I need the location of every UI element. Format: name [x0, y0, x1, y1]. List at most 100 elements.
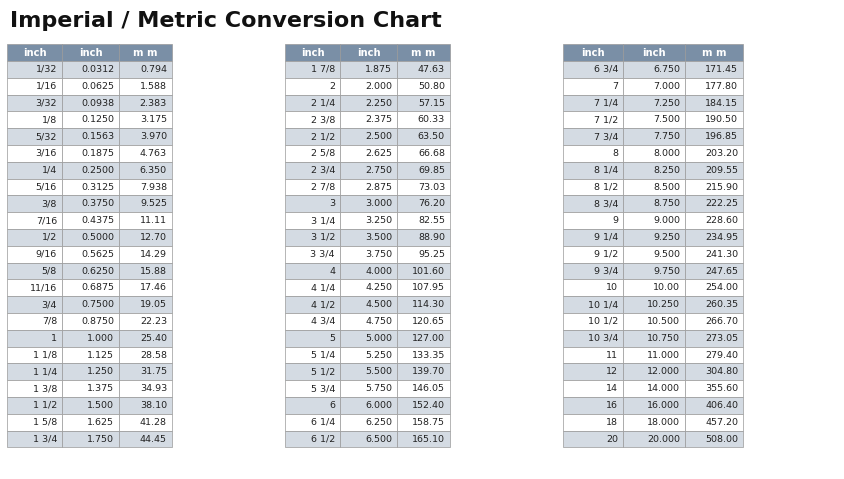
Bar — [340, 112, 397, 128]
Bar — [62, 212, 119, 229]
Bar — [685, 397, 743, 414]
Text: 3/4: 3/4 — [41, 300, 57, 309]
Bar — [340, 162, 397, 179]
Bar — [285, 431, 340, 447]
Text: 9/16: 9/16 — [35, 250, 57, 259]
Bar — [623, 364, 685, 380]
Bar — [62, 364, 119, 380]
Text: 0.2500: 0.2500 — [81, 166, 114, 175]
Bar — [62, 262, 119, 279]
Text: 196.85: 196.85 — [705, 132, 738, 141]
Bar — [7, 112, 62, 128]
Bar — [685, 279, 743, 296]
Bar — [623, 179, 685, 195]
Bar — [340, 44, 397, 61]
Text: 14.000: 14.000 — [647, 384, 680, 393]
Text: 4.000: 4.000 — [365, 266, 392, 275]
Text: 1.125: 1.125 — [87, 351, 114, 360]
Bar — [7, 313, 62, 330]
Text: 12.70: 12.70 — [140, 233, 167, 242]
Text: 5/32: 5/32 — [35, 132, 57, 141]
Bar — [119, 229, 172, 246]
Text: m m: m m — [133, 47, 158, 57]
Bar — [119, 246, 172, 262]
Text: 2 3/8: 2 3/8 — [311, 115, 335, 124]
Bar — [285, 179, 340, 195]
Bar — [340, 313, 397, 330]
Bar — [623, 94, 685, 112]
Text: inch: inch — [23, 47, 46, 57]
Bar — [119, 112, 172, 128]
Bar — [119, 347, 172, 364]
Bar — [685, 330, 743, 347]
Bar — [685, 94, 743, 112]
Text: 11.11: 11.11 — [140, 216, 167, 225]
Text: m m: m m — [701, 47, 726, 57]
Bar — [62, 347, 119, 364]
Text: 60.33: 60.33 — [418, 115, 445, 124]
Bar — [623, 162, 685, 179]
Bar — [340, 179, 397, 195]
Text: 1 5/8: 1 5/8 — [33, 418, 57, 427]
Text: inch: inch — [300, 47, 324, 57]
Text: 10 1/2: 10 1/2 — [587, 317, 618, 326]
Text: 6.000: 6.000 — [365, 401, 392, 410]
Text: 73.03: 73.03 — [418, 182, 445, 192]
Text: 146.05: 146.05 — [412, 384, 445, 393]
Text: 2.383: 2.383 — [140, 99, 167, 107]
Text: 28.58: 28.58 — [140, 351, 167, 360]
Text: 8 1/2: 8 1/2 — [593, 182, 618, 192]
Bar — [685, 112, 743, 128]
Text: 1.750: 1.750 — [87, 434, 114, 444]
Text: 7: 7 — [612, 82, 618, 91]
Text: 6 1/4: 6 1/4 — [311, 418, 335, 427]
Bar — [623, 431, 685, 447]
Bar — [623, 128, 685, 145]
Text: 3.000: 3.000 — [365, 199, 392, 208]
Text: 5.000: 5.000 — [365, 334, 392, 342]
Bar — [623, 112, 685, 128]
Bar — [285, 195, 340, 212]
Text: 11.000: 11.000 — [647, 351, 680, 360]
Bar — [340, 229, 397, 246]
Text: 4.250: 4.250 — [365, 283, 392, 292]
Bar — [563, 380, 623, 397]
Bar — [563, 162, 623, 179]
Bar — [62, 279, 119, 296]
Bar — [563, 78, 623, 94]
Text: 2.375: 2.375 — [365, 115, 392, 124]
Text: 107.95: 107.95 — [412, 283, 445, 292]
Text: 355.60: 355.60 — [705, 384, 738, 393]
Bar — [7, 397, 62, 414]
Bar — [62, 296, 119, 313]
Text: 7.000: 7.000 — [653, 82, 680, 91]
Bar — [285, 347, 340, 364]
Bar — [7, 128, 62, 145]
Text: 2.875: 2.875 — [365, 182, 392, 192]
Bar — [7, 61, 62, 78]
Text: 1 1/4: 1 1/4 — [33, 367, 57, 376]
Text: 3 3/4: 3 3/4 — [311, 250, 335, 259]
Bar — [563, 195, 623, 212]
Text: 9 1/4: 9 1/4 — [593, 233, 618, 242]
Bar — [119, 212, 172, 229]
Bar — [563, 296, 623, 313]
Bar — [397, 44, 450, 61]
Bar — [285, 94, 340, 112]
Bar — [62, 246, 119, 262]
Bar — [285, 229, 340, 246]
Text: 11/16: 11/16 — [30, 283, 57, 292]
Text: 1.375: 1.375 — [87, 384, 114, 393]
Text: 5: 5 — [329, 334, 335, 342]
Bar — [623, 78, 685, 94]
Text: 2 1/2: 2 1/2 — [311, 132, 335, 141]
Text: 9: 9 — [612, 216, 618, 225]
Bar — [285, 279, 340, 296]
Bar — [623, 262, 685, 279]
Bar — [563, 279, 623, 296]
Bar — [397, 61, 450, 78]
Bar — [685, 229, 743, 246]
Bar — [623, 380, 685, 397]
Bar — [7, 44, 62, 61]
Text: 2 5/8: 2 5/8 — [311, 149, 335, 158]
